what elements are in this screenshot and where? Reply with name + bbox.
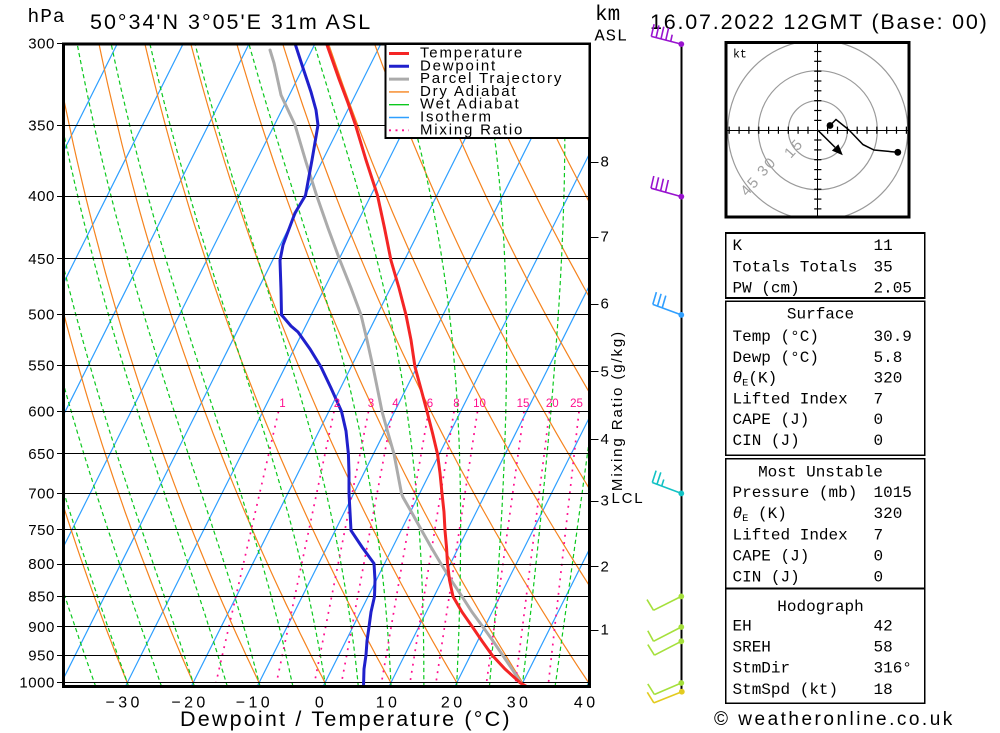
- svg-text:950: 950: [28, 648, 55, 665]
- svg-text:5: 5: [601, 363, 610, 380]
- svg-text:40: 40: [574, 695, 599, 712]
- svg-text:10: 10: [376, 695, 401, 712]
- svg-text:316°: 316°: [874, 660, 912, 678]
- svg-text:Mixing Ratio (g/kg): Mixing Ratio (g/kg): [609, 330, 626, 491]
- svg-text:25: 25: [570, 398, 583, 410]
- svg-text:0: 0: [315, 695, 327, 712]
- svg-text:15: 15: [517, 398, 530, 410]
- svg-text:3: 3: [368, 398, 374, 410]
- svg-text:7: 7: [874, 390, 884, 408]
- svg-text:850: 850: [28, 588, 55, 605]
- svg-text:km: km: [595, 4, 620, 27]
- svg-text:0: 0: [874, 432, 884, 450]
- svg-text:Most Unstable: Most Unstable: [758, 464, 883, 482]
- svg-text:0: 0: [874, 411, 884, 429]
- svg-text:Dewpoint: Dewpoint: [420, 57, 497, 74]
- svg-text:4: 4: [392, 398, 399, 410]
- svg-text:SREH: SREH: [733, 638, 771, 656]
- svg-text:LCL: LCL: [612, 490, 645, 507]
- svg-text:35: 35: [874, 258, 893, 276]
- svg-text:2: 2: [334, 398, 340, 410]
- svg-text:0: 0: [874, 569, 884, 587]
- svg-text:θE (K): θE (K): [733, 505, 787, 525]
- svg-text:Temperature: Temperature: [420, 45, 524, 62]
- svg-text:30: 30: [507, 695, 532, 712]
- svg-text:1: 1: [279, 398, 285, 410]
- svg-text:1000: 1000: [19, 675, 54, 692]
- svg-text:600: 600: [28, 404, 55, 421]
- svg-text:1015: 1015: [874, 484, 912, 502]
- svg-text:8: 8: [453, 398, 459, 410]
- svg-text:500: 500: [28, 307, 55, 324]
- svg-text:K: K: [733, 237, 743, 255]
- svg-text:hPa: hPa: [28, 6, 66, 28]
- svg-text:−10: −10: [236, 695, 273, 712]
- svg-text:PW (cm): PW (cm): [733, 280, 800, 298]
- svg-text:CIN (J): CIN (J): [733, 569, 800, 587]
- svg-text:Dry Adiabat: Dry Adiabat: [420, 83, 517, 100]
- svg-text:18: 18: [874, 681, 893, 699]
- svg-text:800: 800: [28, 556, 55, 573]
- svg-text:Lifted Index: Lifted Index: [733, 527, 848, 545]
- svg-text:0: 0: [874, 548, 884, 566]
- svg-text:Parcel Trajectory: Parcel Trajectory: [420, 70, 563, 87]
- svg-text:4: 4: [601, 431, 610, 448]
- svg-text:3: 3: [601, 493, 610, 510]
- svg-text:650: 650: [28, 446, 55, 463]
- svg-text:EH: EH: [733, 618, 752, 636]
- svg-text:5.8: 5.8: [874, 349, 903, 367]
- svg-text:Mixing Ratio: Mixing Ratio: [420, 121, 524, 138]
- svg-text:© weatheronline.co.uk: © weatheronline.co.uk: [714, 709, 955, 730]
- svg-text:900: 900: [28, 619, 55, 636]
- svg-text:CAPE (J): CAPE (J): [733, 411, 810, 429]
- svg-text:320: 320: [874, 505, 903, 523]
- svg-text:2.05: 2.05: [874, 280, 912, 298]
- svg-text:Wet Adiabat: Wet Adiabat: [420, 96, 520, 113]
- svg-text:−20: −20: [171, 695, 208, 712]
- svg-text:400: 400: [28, 188, 55, 205]
- svg-text:Surface: Surface: [787, 306, 854, 324]
- svg-text:7: 7: [601, 229, 610, 246]
- svg-text:2: 2: [601, 558, 610, 575]
- svg-text:350: 350: [28, 117, 55, 134]
- svg-text:6: 6: [601, 296, 610, 313]
- svg-text:320: 320: [874, 370, 903, 388]
- svg-text:42: 42: [874, 618, 893, 636]
- svg-text:StmSpd (kt): StmSpd (kt): [733, 681, 839, 699]
- svg-text:Isotherm: Isotherm: [420, 109, 493, 126]
- svg-text:6: 6: [427, 398, 433, 410]
- svg-text:550: 550: [28, 357, 55, 374]
- svg-text:CIN (J): CIN (J): [733, 432, 800, 450]
- svg-text:kt: kt: [733, 49, 747, 62]
- svg-text:Temp (°C): Temp (°C): [733, 328, 819, 346]
- svg-text:7: 7: [874, 527, 884, 545]
- svg-text:20: 20: [546, 398, 559, 410]
- svg-text:11: 11: [874, 237, 893, 255]
- svg-text:CAPE (J): CAPE (J): [733, 548, 810, 566]
- svg-text:50°34'N 3°05'E 31m ASL: 50°34'N 3°05'E 31m ASL: [90, 10, 372, 34]
- svg-text:450: 450: [28, 251, 55, 268]
- svg-text:10: 10: [473, 398, 486, 410]
- svg-text:20: 20: [441, 695, 466, 712]
- svg-text:1: 1: [601, 622, 610, 639]
- svg-text:300: 300: [28, 36, 55, 53]
- svg-text:StmDir: StmDir: [733, 660, 791, 678]
- svg-text:Totals Totals: Totals Totals: [733, 258, 858, 276]
- svg-text:8: 8: [601, 154, 610, 171]
- svg-text:−30: −30: [106, 695, 143, 712]
- svg-text:700: 700: [28, 485, 55, 502]
- svg-text:θE(K): θE(K): [733, 370, 778, 390]
- svg-text:Lifted Index: Lifted Index: [733, 390, 848, 408]
- svg-text:58: 58: [874, 638, 893, 656]
- svg-text:Dewpoint / Temperature (°C): Dewpoint / Temperature (°C): [180, 707, 512, 731]
- svg-text:Pressure (mb): Pressure (mb): [733, 484, 858, 502]
- svg-text:30.9: 30.9: [874, 328, 912, 346]
- svg-text:ASL: ASL: [595, 28, 629, 47]
- svg-text:Hodograph: Hodograph: [777, 598, 863, 616]
- svg-text:750: 750: [28, 522, 55, 539]
- svg-text:Dewp (°C): Dewp (°C): [733, 349, 819, 367]
- svg-text:16.07.2022 12GMT (Base: 00): 16.07.2022 12GMT (Base: 00): [650, 10, 989, 34]
